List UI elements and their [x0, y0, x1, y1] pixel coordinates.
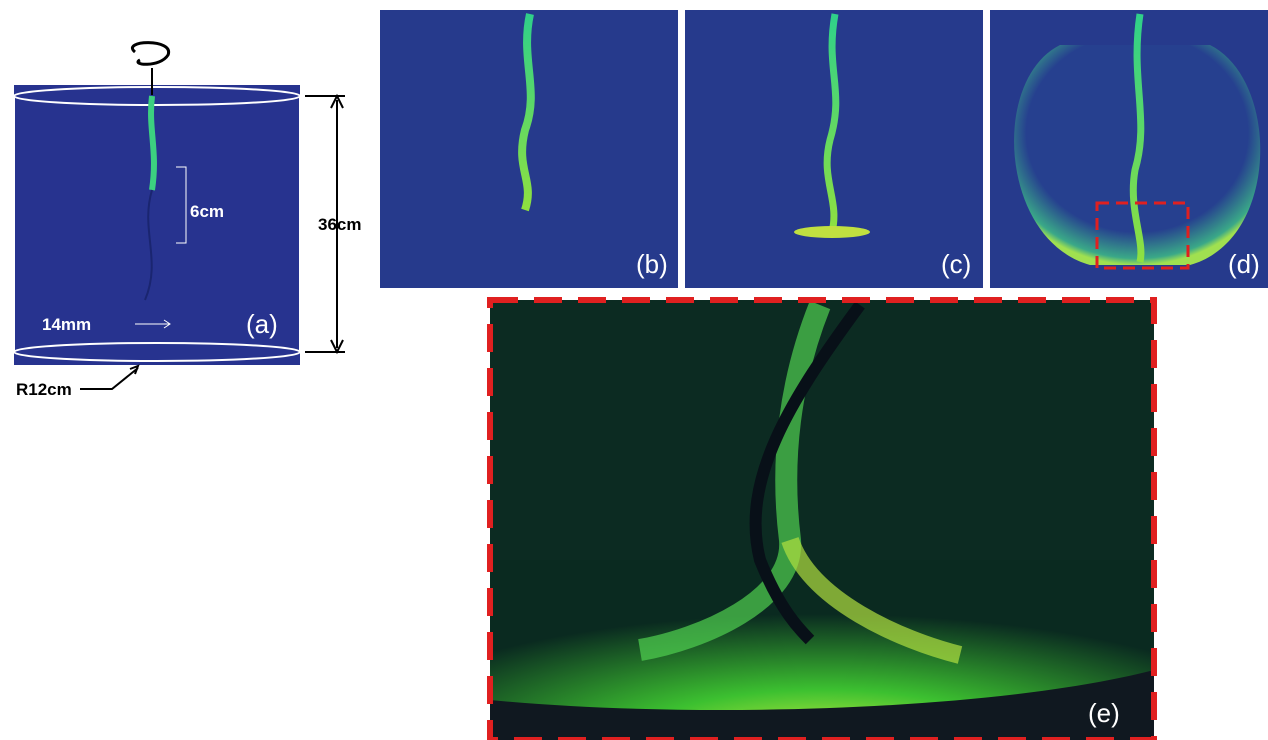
panel-d: (d)	[990, 10, 1268, 288]
panel-a: 6cm 14mm (a) 36cm R12cm	[14, 43, 361, 399]
diameter-label: 14mm	[42, 315, 91, 334]
panel-c: (c)	[685, 10, 983, 288]
page: 6cm 14mm (a) 36cm R12cm (b) (c) (d)	[0, 0, 1268, 740]
panel-label: (b)	[636, 249, 668, 279]
panel-label: (e)	[1088, 698, 1120, 728]
panel-label: (a)	[246, 309, 278, 339]
height-label: 36cm	[318, 215, 361, 234]
panel-e: (e)	[490, 300, 1154, 740]
panel-b: (b)	[380, 10, 678, 288]
panel-label: (c)	[941, 249, 971, 279]
rotation-arrow	[132, 43, 168, 65]
base-spread	[794, 226, 870, 238]
panel-label: (d)	[1228, 249, 1260, 279]
radius-label: R12cm	[16, 380, 72, 399]
figure: 6cm 14mm (a) 36cm R12cm (b) (c) (d)	[0, 0, 1268, 740]
radius-arrow	[80, 366, 138, 389]
filament	[151, 96, 154, 190]
spacing-label: 6cm	[190, 202, 224, 221]
